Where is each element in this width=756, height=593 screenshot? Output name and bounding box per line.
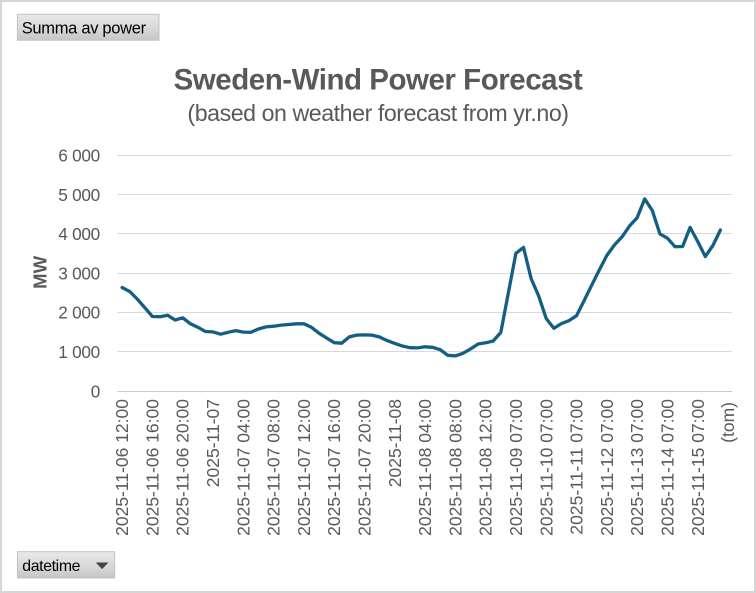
svg-text:6 000: 6 000 xyxy=(58,146,100,166)
svg-text:3 000: 3 000 xyxy=(58,263,100,283)
svg-text:2 000: 2 000 xyxy=(58,303,100,323)
svg-text:1 000: 1 000 xyxy=(58,342,100,362)
svg-text:2025-11-08 04:00: 2025-11-08 04:00 xyxy=(415,399,435,536)
svg-text:2025-11-06 12:00: 2025-11-06 12:00 xyxy=(112,399,132,536)
svg-text:Sweden-Wind Power Forecast: Sweden-Wind Power Forecast xyxy=(174,63,583,96)
svg-text:2025-11-06 20:00: 2025-11-06 20:00 xyxy=(173,399,193,536)
svg-text:2025-11-08 12:00: 2025-11-08 12:00 xyxy=(476,399,496,536)
svg-text:2025-11-08 08:00: 2025-11-08 08:00 xyxy=(445,399,465,536)
svg-text:MW: MW xyxy=(29,255,50,288)
svg-text:2025-11-07 16:00: 2025-11-07 16:00 xyxy=(324,399,344,536)
svg-text:2025-11-08: 2025-11-08 xyxy=(385,399,405,487)
svg-text:2025-11-07 20:00: 2025-11-07 20:00 xyxy=(355,399,375,536)
svg-text:2025-11-15 07:00: 2025-11-15 07:00 xyxy=(688,399,708,536)
svg-text:0: 0 xyxy=(91,381,100,401)
svg-text:Summa av power: Summa av power xyxy=(22,20,147,38)
svg-text:2025-11-11 07:00: 2025-11-11 07:00 xyxy=(567,399,587,535)
svg-text:datetime: datetime xyxy=(22,558,80,575)
svg-text:2025-11-06 16:00: 2025-11-06 16:00 xyxy=(142,399,162,536)
svg-text:5 000: 5 000 xyxy=(58,185,100,205)
svg-text:2025-11-14 07:00: 2025-11-14 07:00 xyxy=(658,399,678,536)
svg-text:(tom): (tom) xyxy=(718,402,738,443)
svg-text:2025-11-07 08:00: 2025-11-07 08:00 xyxy=(264,399,284,536)
svg-text:2025-11-07 04:00: 2025-11-07 04:00 xyxy=(233,399,253,536)
svg-text:2025-11-12 07:00: 2025-11-12 07:00 xyxy=(597,399,617,536)
svg-text:2025-11-07: 2025-11-07 xyxy=(203,399,223,487)
svg-text:2025-11-07 12:00: 2025-11-07 12:00 xyxy=(294,399,314,536)
svg-text:2025-11-09 07:00: 2025-11-09 07:00 xyxy=(506,399,526,536)
svg-text:4 000: 4 000 xyxy=(58,224,100,244)
svg-text:2025-11-10 07:00: 2025-11-10 07:00 xyxy=(536,399,556,536)
svg-text:2025-11-13 07:00: 2025-11-13 07:00 xyxy=(627,399,647,536)
svg-text:(based on weather forecast fro: (based on weather forecast from yr.no) xyxy=(187,100,568,126)
